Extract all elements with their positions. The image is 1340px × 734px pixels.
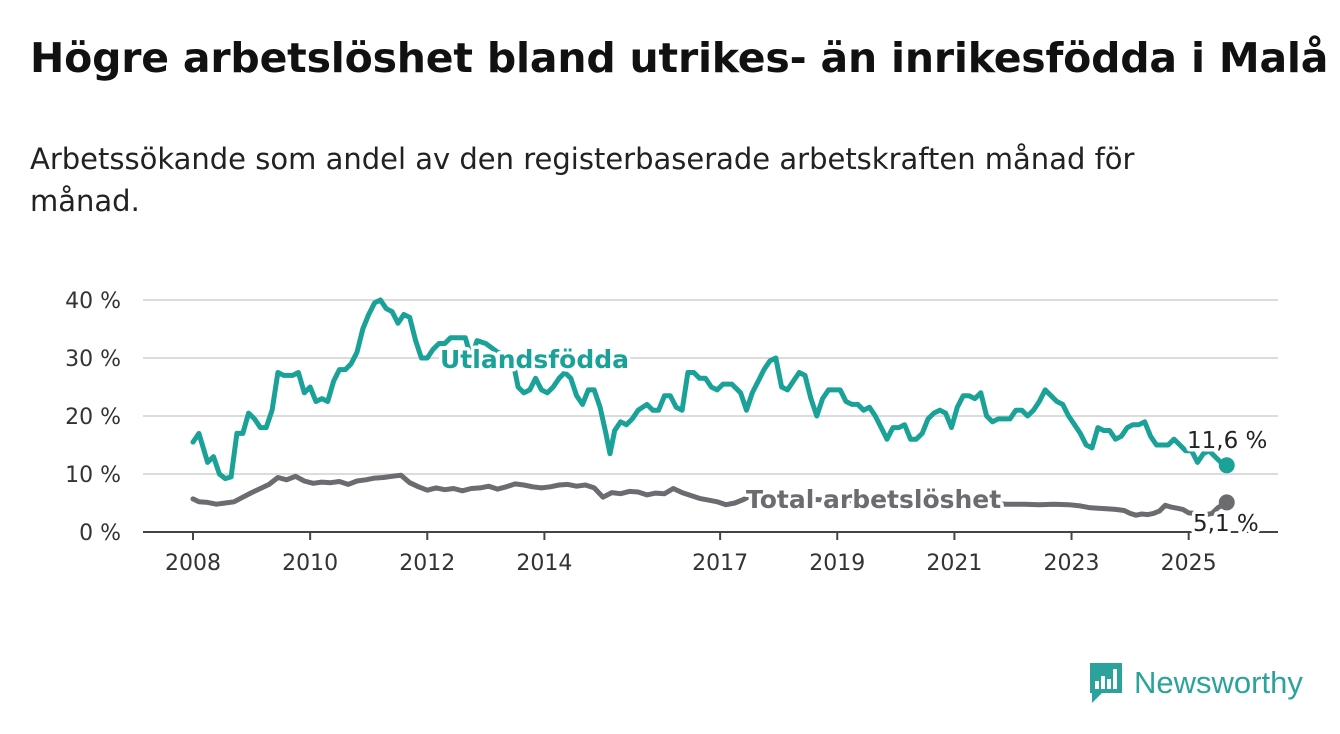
newsworthy-chart-bubble-icon [1090, 663, 1122, 703]
end-value-label-total: 5,1 % [1193, 511, 1259, 537]
x-tick-label: 2008 [165, 551, 221, 576]
end-value-label-utlandsfodda: 11,6 % [1187, 428, 1267, 454]
y-tick-label: 40 % [65, 289, 121, 314]
series-end-point-0 [1218, 457, 1235, 474]
x-tick-label: 2019 [809, 551, 865, 576]
x-tick-label: 2014 [516, 551, 572, 576]
y-tick-label: 10 % [65, 463, 121, 488]
x-tick-label: 2017 [692, 551, 748, 576]
x-tick-label: 2025 [1161, 551, 1217, 576]
chart-subtitle: Arbetssökande som andel av den registerb… [30, 142, 1135, 218]
x-tick-label: 2021 [926, 551, 982, 576]
series-line-0 [190, 297, 1230, 482]
x-tick-label: 2023 [1044, 551, 1100, 576]
x-tick-label: 2010 [282, 551, 338, 576]
series-end-point-1 [1218, 494, 1235, 511]
brand-logo: Newsworthy [1088, 660, 1303, 706]
series-line-1 [190, 472, 1230, 518]
brand-name: Newsworthy [1134, 665, 1303, 700]
y-tick-label: 0 % [79, 521, 121, 546]
series-label-utlandsfodda: Utlandsfödda [440, 345, 629, 374]
chart-title: Högre arbetslöshet bland utrikes- än inr… [30, 34, 1329, 82]
series-label-total: Total arbetslöshet [746, 485, 1001, 514]
x-tick-label: 2012 [399, 551, 455, 576]
y-tick-label: 20 % [65, 405, 121, 430]
y-tick-label: 30 % [65, 347, 121, 372]
